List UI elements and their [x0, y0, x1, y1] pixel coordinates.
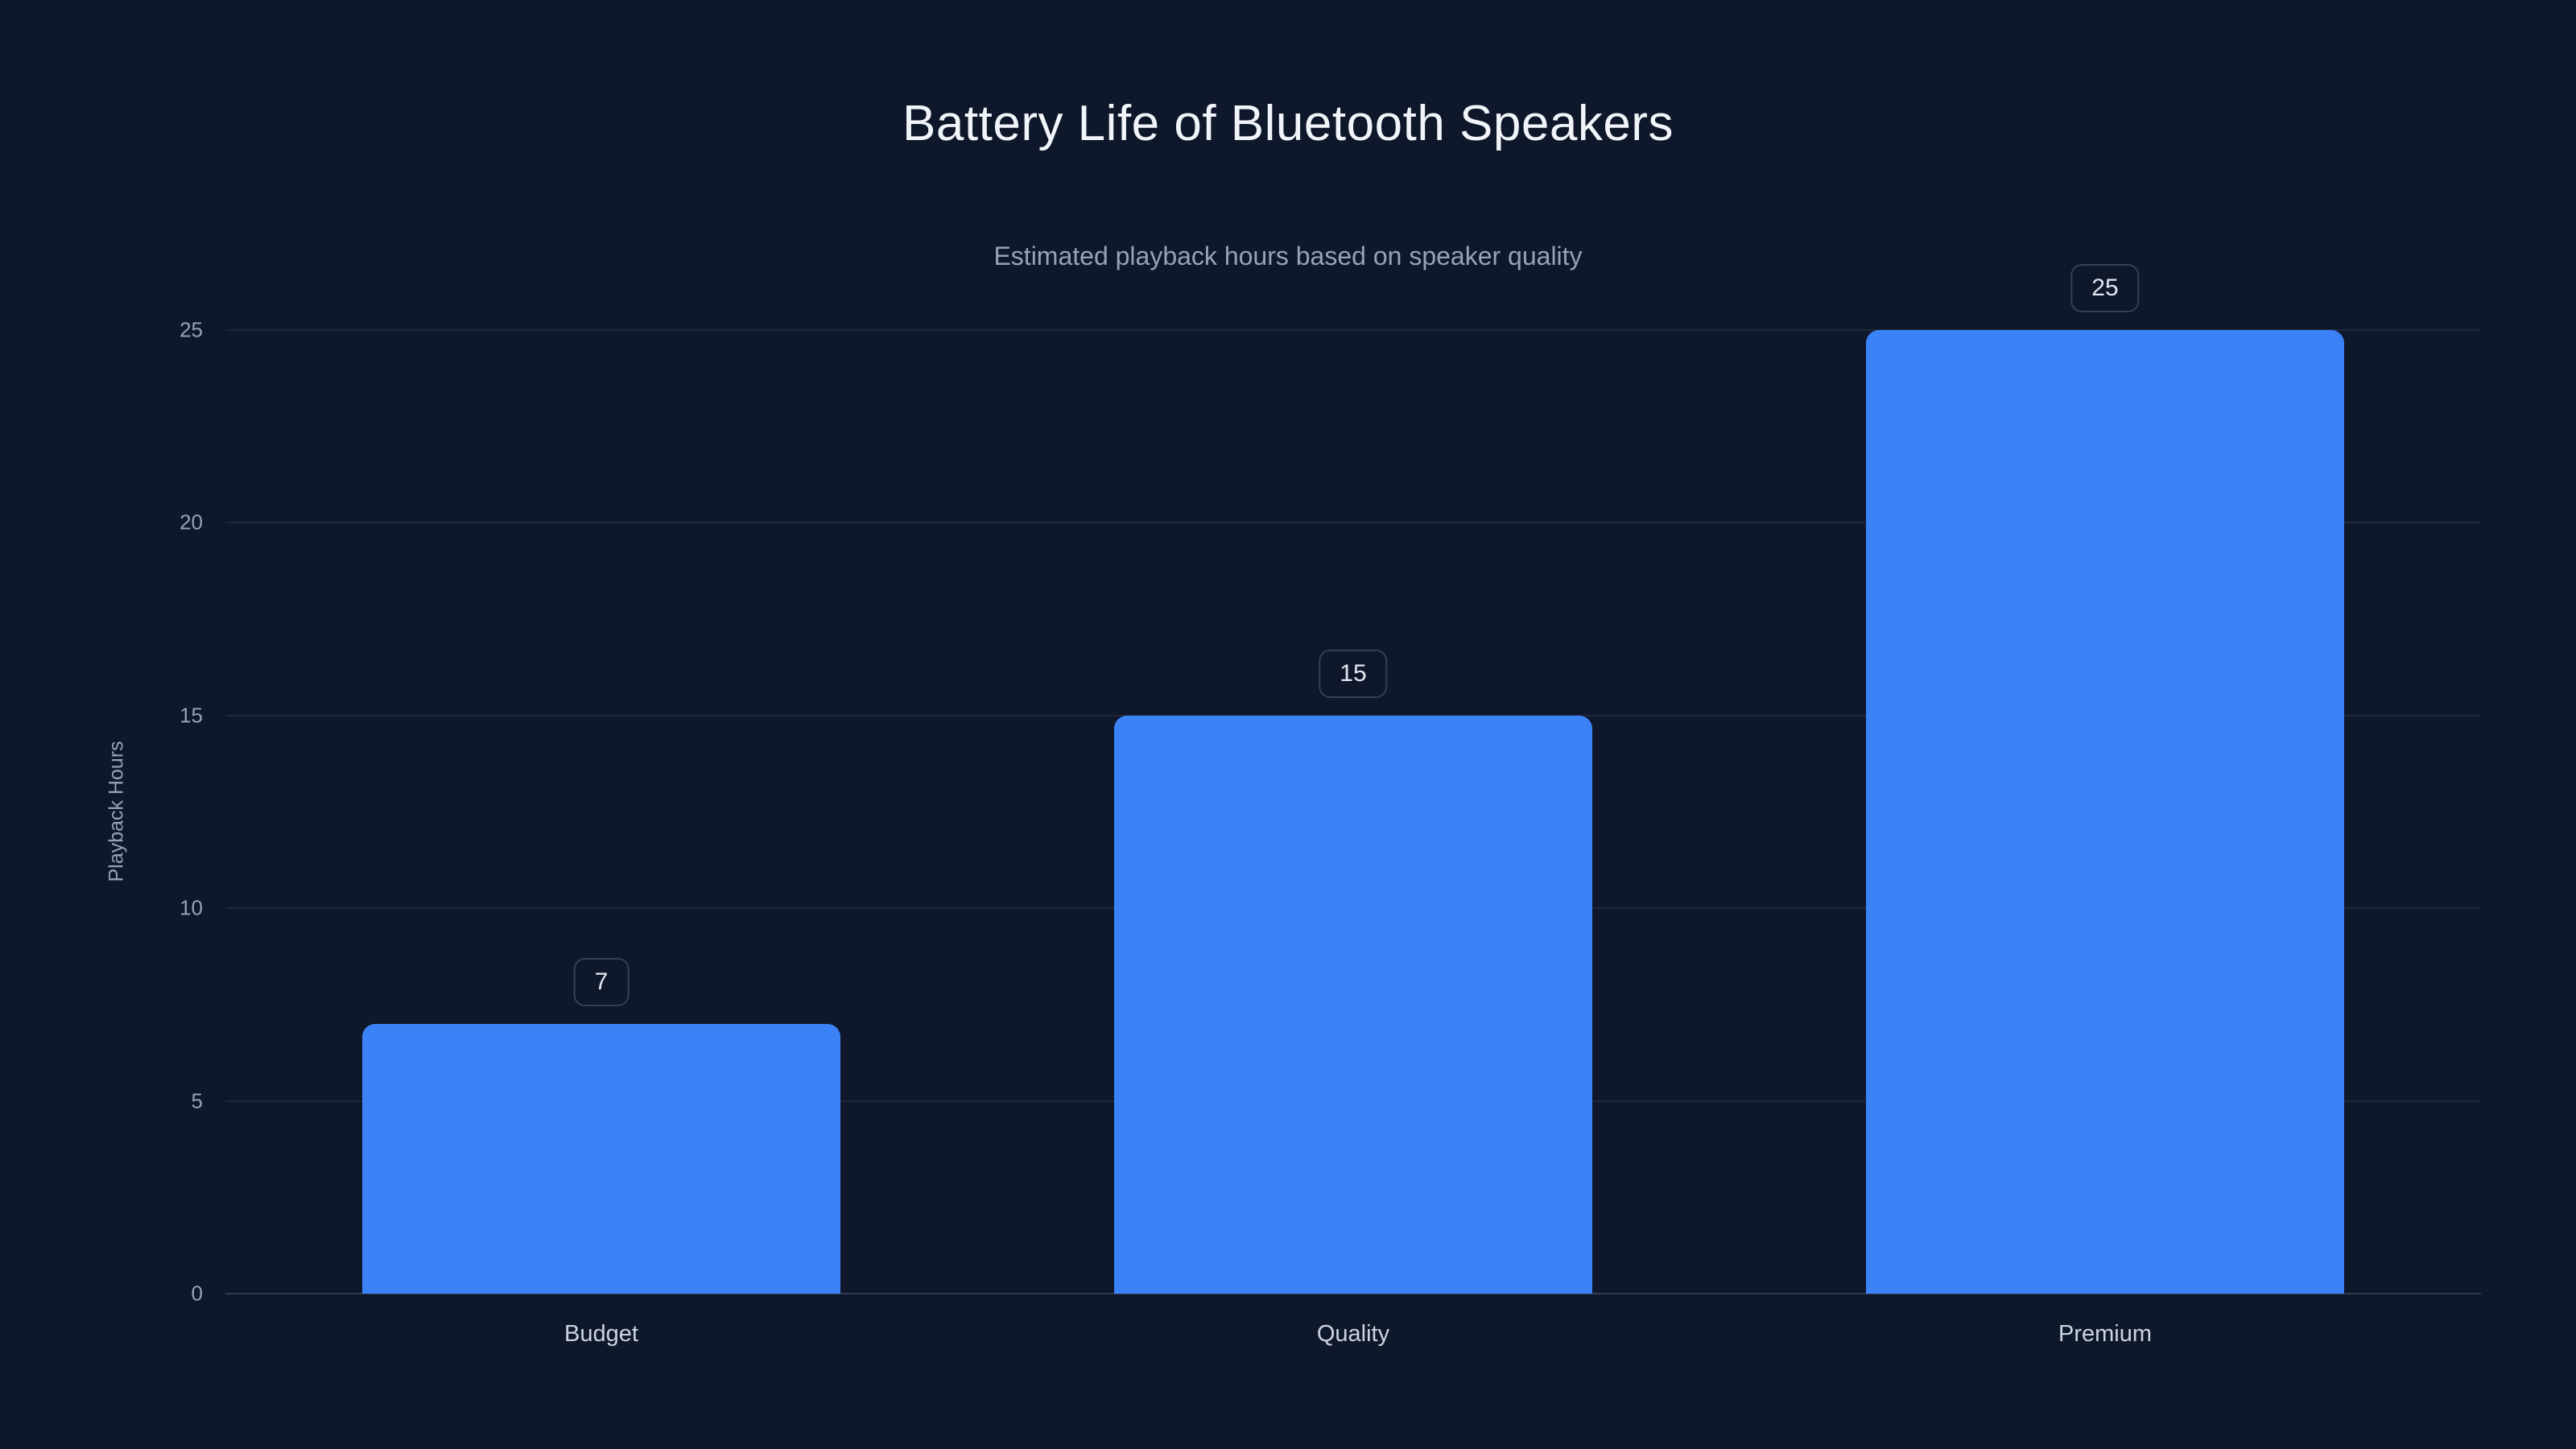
category-label-premium: Premium: [2058, 1321, 2152, 1347]
chart-title: Battery Life of Bluetooth Speakers: [902, 96, 1674, 151]
bar-slot: 15 Quality: [1113, 330, 1593, 1347]
gridline: [225, 1293, 2481, 1294]
bar-premium: [1865, 330, 2345, 1294]
bar-slot: 7 Budget: [361, 330, 841, 1347]
y-tick-label: 15: [180, 703, 203, 728]
y-tick-label: 5: [191, 1088, 203, 1113]
bar-budget: [361, 1023, 841, 1294]
y-tick-label: 0: [191, 1281, 203, 1306]
bar-quality: [1113, 715, 1593, 1294]
gridline: [225, 329, 2481, 331]
value-badge: 25: [2070, 264, 2140, 312]
chart-subtitle: Estimated playback hours based on speake…: [993, 242, 1583, 270]
gridline: [225, 522, 2481, 524]
category-label-budget: Budget: [564, 1321, 638, 1347]
y-tick-label: 10: [180, 895, 203, 920]
y-tick-label: 25: [180, 317, 203, 342]
value-badge: 7: [573, 957, 630, 1006]
plot-area: 0 5 10 15 20 25 7 Budget 15 Quality 25 Premium: [180, 264, 2481, 1347]
category-label-quality: Quality: [1316, 1321, 1390, 1347]
value-badge: 15: [1319, 649, 1388, 698]
bar-slot: 25 Premium: [1865, 264, 2345, 1347]
gridline: [225, 714, 2481, 716]
y-axis-title: Playback Hours: [105, 741, 128, 882]
y-tick-label: 20: [180, 510, 203, 535]
